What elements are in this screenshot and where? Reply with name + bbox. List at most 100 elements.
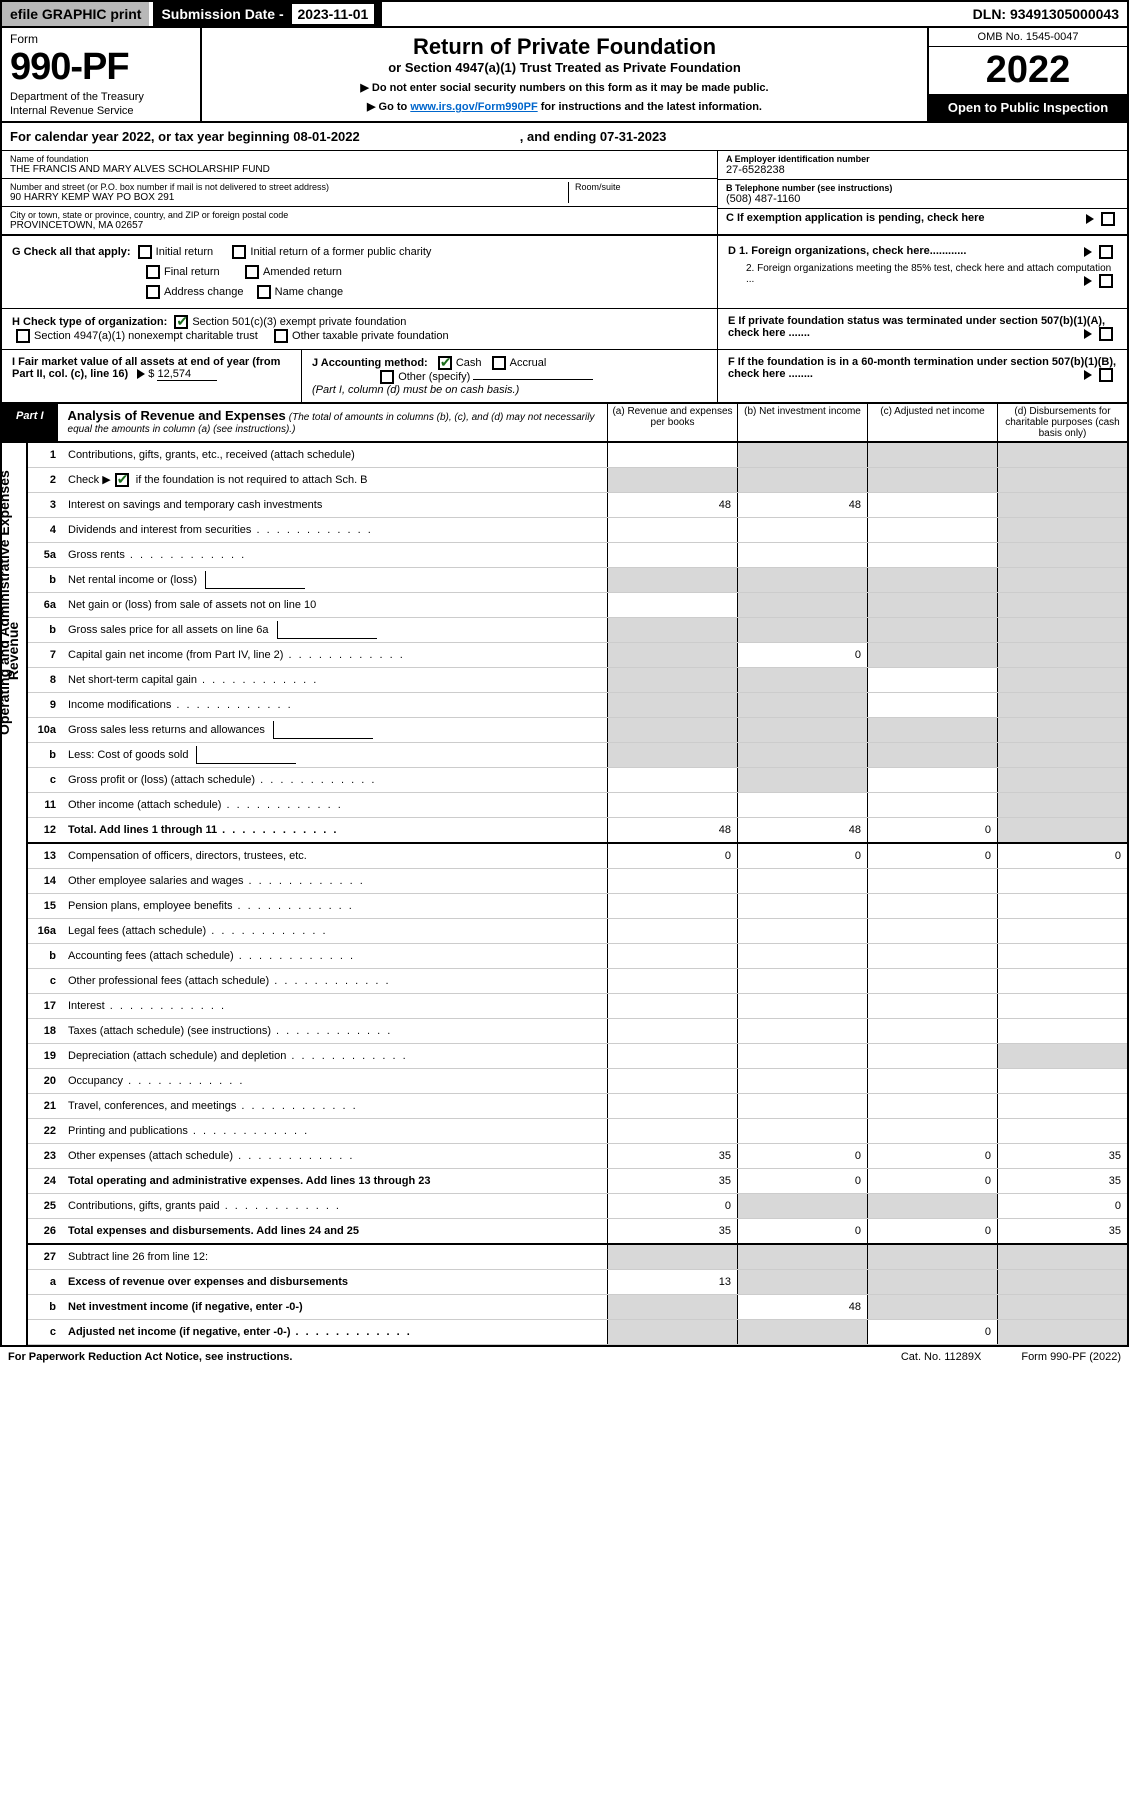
accrual-checkbox[interactable] (492, 356, 506, 370)
schb-checkbox[interactable] (115, 473, 129, 487)
row-15-label: Pension plans, employee benefits (64, 897, 607, 915)
amended-return-checkbox[interactable] (245, 265, 259, 279)
form-header: Form 990-PF Department of the Treasury I… (0, 28, 1129, 123)
row-25-d: 0 (997, 1194, 1127, 1218)
i-label: I Fair market value of all assets at end… (12, 356, 280, 380)
part1-label: Part I (2, 404, 58, 441)
row-3-a: 48 (607, 493, 737, 517)
ein-value: 27-6528238 (726, 164, 1119, 176)
row-27b-label: Net investment income (if negative, ente… (64, 1298, 607, 1316)
city-value: PROVINCETOWN, MA 02657 (10, 220, 709, 231)
part1-table: Revenue 1Contributions, gifts, grants, e… (0, 443, 1129, 1347)
footer-left: For Paperwork Reduction Act Notice, see … (8, 1351, 292, 1363)
row-24-c: 0 (867, 1169, 997, 1193)
row-23-d: 35 (997, 1144, 1127, 1168)
row-10b-label: Less: Cost of goods sold (64, 743, 607, 767)
checks-g-d-block: G Check all that apply: Initial return I… (0, 236, 1129, 309)
irs-link[interactable]: www.irs.gov/Form990PF (410, 101, 537, 113)
foundation-name-label: Name of foundation (10, 154, 709, 164)
room-label: Room/suite (575, 182, 709, 192)
row-4-label: Dividends and interest from securities (64, 521, 607, 539)
calendar-year-row: For calendar year 2022, or tax year begi… (0, 123, 1129, 150)
arrow-icon (1084, 276, 1092, 286)
foreign-org-checkbox[interactable] (1099, 245, 1113, 259)
address-change-checkbox[interactable] (146, 285, 160, 299)
form-number: 990-PF (10, 46, 192, 89)
expenses-side-label: Operating and Administrative Expenses (0, 470, 12, 735)
arrow-icon (1084, 370, 1092, 380)
e-label: E If private foundation status was termi… (728, 315, 1105, 339)
other-method-checkbox[interactable] (380, 370, 394, 384)
row-24-a: 35 (607, 1169, 737, 1193)
initial-former-checkbox[interactable] (232, 245, 246, 259)
row-6b-label: Gross sales price for all assets on line… (64, 618, 607, 642)
arrow-icon (1086, 214, 1094, 224)
col-b-header: (b) Net investment income (737, 404, 867, 441)
col-a-header: (a) Revenue and expenses per books (607, 404, 737, 441)
501c3-checkbox[interactable] (174, 315, 188, 329)
row-27a-a: 13 (607, 1270, 737, 1294)
row-16a-label: Legal fees (attach schedule) (64, 922, 607, 940)
arrow-icon (137, 369, 145, 379)
row-10a-label: Gross sales less returns and allowances (64, 718, 607, 742)
form-word: Form (10, 32, 192, 46)
final-return-checkbox[interactable] (146, 265, 160, 279)
row-8-label: Net short-term capital gain (64, 671, 607, 689)
form-note-link: ▶ Go to www.irs.gov/Form990PF for instru… (214, 100, 915, 113)
row-7-label: Capital gain net income (from Part IV, l… (64, 646, 607, 664)
row-1-label: Contributions, gifts, grants, etc., rece… (64, 446, 607, 464)
exemption-checkbox[interactable] (1101, 212, 1115, 226)
row-13-b: 0 (737, 844, 867, 868)
top-bar: efile GRAPHIC print Submission Date - 20… (0, 0, 1129, 28)
form-title: Return of Private Foundation (214, 34, 915, 60)
address-label: Number and street (or P.O. box number if… (10, 182, 568, 192)
col-c-header: (c) Adjusted net income (867, 404, 997, 441)
row-26-label: Total expenses and disbursements. Add li… (64, 1222, 607, 1240)
60month-checkbox[interactable] (1099, 368, 1113, 382)
row-27a-label: Excess of revenue over expenses and disb… (64, 1273, 607, 1291)
row-25-label: Contributions, gifts, grants paid (64, 1197, 607, 1215)
row-26-d: 35 (997, 1219, 1127, 1243)
foreign-85-checkbox[interactable] (1099, 274, 1113, 288)
row-9-label: Income modifications (64, 696, 607, 714)
row-24-label: Total operating and administrative expen… (64, 1172, 607, 1190)
name-change-checkbox[interactable] (257, 285, 271, 299)
other-taxable-checkbox[interactable] (274, 329, 288, 343)
row-3-label: Interest on savings and temporary cash i… (64, 496, 607, 514)
row-23-a: 35 (607, 1144, 737, 1168)
row-23-label: Other expenses (attach schedule) (64, 1147, 607, 1165)
row-5a-label: Gross rents (64, 546, 607, 564)
row-16b-label: Accounting fees (attach schedule) (64, 947, 607, 965)
row-18-label: Taxes (attach schedule) (see instruction… (64, 1022, 607, 1040)
cash-checkbox[interactable] (438, 356, 452, 370)
dept-irs: Internal Revenue Service (10, 105, 192, 117)
arrow-icon (1084, 247, 1092, 257)
row-13-label: Compensation of officers, directors, tru… (64, 847, 607, 865)
row-27b-b: 48 (737, 1295, 867, 1319)
submission-date-value: 2023-11-01 (292, 4, 375, 24)
row-13-c: 0 (867, 844, 997, 868)
footer-catno: Cat. No. 11289X (901, 1351, 982, 1363)
row-7-b: 0 (737, 643, 867, 667)
row-26-a: 35 (607, 1219, 737, 1243)
h-e-row: H Check type of organization: Section 50… (0, 309, 1129, 350)
row-19-label: Depreciation (attach schedule) and deple… (64, 1047, 607, 1065)
row-22-label: Printing and publications (64, 1122, 607, 1140)
initial-return-checkbox[interactable] (138, 245, 152, 259)
tax-year: 2022 (929, 47, 1127, 94)
omb-number: OMB No. 1545-0047 (929, 28, 1127, 47)
row-17-label: Interest (64, 997, 607, 1015)
part1-title: Analysis of Revenue and Expenses (68, 408, 286, 423)
row-23-b: 0 (737, 1144, 867, 1168)
row-12-b: 48 (737, 818, 867, 842)
fmv-value: 12,574 (157, 368, 217, 381)
efile-print-button[interactable]: efile GRAPHIC print (2, 2, 149, 26)
4947a1-checkbox[interactable] (16, 329, 30, 343)
f-label: F If the foundation is in a 60-month ter… (728, 356, 1116, 380)
row-21-label: Travel, conferences, and meetings (64, 1097, 607, 1115)
terminated-checkbox[interactable] (1099, 327, 1113, 341)
row-3-b: 48 (737, 493, 867, 517)
footer-form: Form 990-PF (2022) (1021, 1351, 1121, 1363)
telephone-value: (508) 487-1160 (726, 193, 1119, 205)
row-11-label: Other income (attach schedule) (64, 796, 607, 814)
